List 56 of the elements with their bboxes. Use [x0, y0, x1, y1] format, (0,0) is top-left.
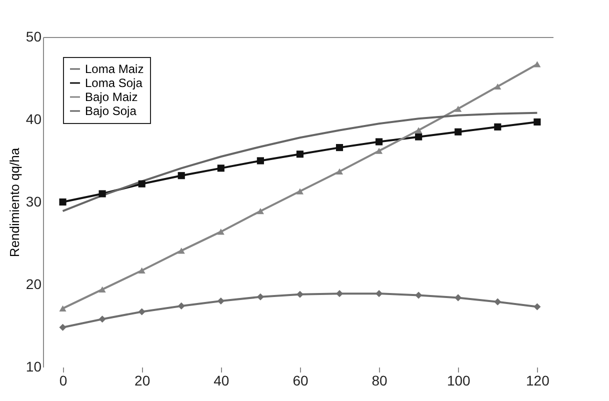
point — [98, 286, 106, 293]
point — [376, 290, 383, 298]
point — [415, 133, 422, 140]
point — [494, 123, 502, 130]
point — [336, 168, 344, 175]
point — [376, 138, 383, 146]
point — [256, 157, 264, 164]
point — [494, 83, 502, 90]
x-tick-label: 120 — [526, 372, 550, 388]
y-tick-label: 30 — [26, 194, 42, 210]
point — [376, 148, 383, 154]
point — [296, 188, 304, 194]
point — [534, 303, 541, 310]
point — [296, 290, 304, 298]
point — [256, 208, 264, 214]
point — [59, 324, 66, 331]
point — [415, 127, 422, 134]
point — [98, 316, 106, 323]
x-tick-label: 100 — [446, 372, 471, 388]
y-axis-title: Rendimiento qq/ha — [6, 147, 22, 258]
legend-label: Bajo Maiz — [85, 90, 138, 104]
point — [138, 308, 146, 316]
point — [178, 248, 185, 254]
point — [59, 198, 66, 206]
point — [138, 180, 146, 188]
legend-label: Loma Maiz — [85, 62, 144, 76]
x-tick-label: 40 — [214, 372, 230, 388]
x-tick-label: 80 — [372, 372, 388, 388]
y-tick-label: 50 — [26, 28, 42, 44]
x-tick-label: 20 — [134, 372, 150, 388]
point — [217, 164, 224, 172]
y-tick-label: 10 — [26, 358, 42, 374]
point — [138, 267, 146, 274]
point — [296, 150, 304, 158]
point — [217, 297, 224, 305]
point — [178, 172, 185, 180]
point — [415, 292, 422, 299]
point — [217, 228, 224, 235]
y-tick-label: 20 — [26, 276, 42, 292]
point — [336, 144, 344, 152]
legend-label: Loma Soja — [85, 76, 143, 90]
point — [534, 118, 541, 126]
point — [454, 128, 462, 136]
point — [256, 293, 264, 300]
point — [494, 298, 502, 306]
x-tick-label: 0 — [59, 372, 68, 388]
legend-label: Bajo Soja — [85, 104, 137, 118]
x-tick-label: 60 — [292, 372, 308, 388]
point — [178, 302, 185, 310]
point — [59, 305, 66, 312]
y-tick-label: 40 — [26, 111, 42, 127]
point — [454, 106, 462, 112]
point — [454, 294, 462, 302]
point — [98, 190, 106, 198]
point — [534, 61, 541, 68]
point — [336, 290, 344, 298]
